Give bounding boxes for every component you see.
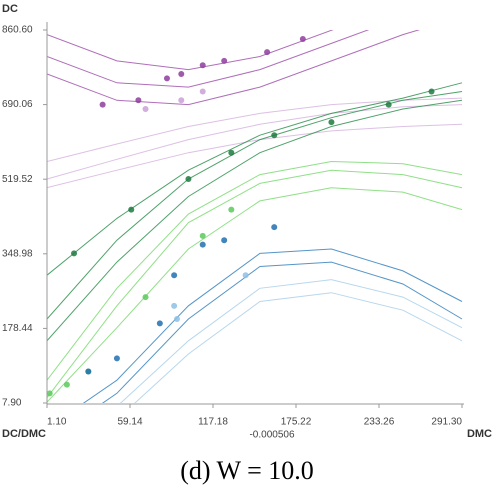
curve <box>47 30 421 106</box>
x-tick-label: 1.10 <box>47 417 67 428</box>
curve <box>47 187 463 403</box>
point <box>221 237 228 244</box>
x-tick-label: 291.30 <box>431 417 462 428</box>
point <box>271 224 278 231</box>
point <box>142 106 149 113</box>
point <box>271 132 278 139</box>
curve <box>47 160 463 381</box>
point <box>63 381 70 388</box>
point <box>135 97 142 104</box>
point <box>178 71 185 78</box>
curve <box>119 279 463 403</box>
curve <box>101 261 463 403</box>
curve <box>134 292 463 403</box>
point <box>113 355 120 362</box>
point <box>428 88 435 95</box>
point <box>85 368 92 375</box>
point <box>199 62 206 69</box>
y-tick-label: 348.98 <box>2 248 33 259</box>
y-axis-label: DC <box>2 3 18 15</box>
point <box>171 302 178 309</box>
curve <box>47 91 463 320</box>
y-tick-label: 178.44 <box>2 323 33 334</box>
x-tick-label: 117.18 <box>198 417 228 428</box>
point <box>328 119 335 126</box>
point <box>47 390 53 397</box>
point <box>178 97 185 104</box>
curve <box>47 30 334 71</box>
curve <box>47 169 463 399</box>
x-tick-label: 59.14 <box>117 417 142 428</box>
x-axis-label: DMC <box>467 428 492 440</box>
point <box>163 75 170 82</box>
point <box>199 241 206 248</box>
y-tick-label: 860.60 <box>2 25 33 36</box>
point <box>242 272 249 279</box>
point <box>173 315 180 322</box>
point <box>228 149 235 156</box>
curve <box>47 104 463 180</box>
plot-area <box>47 30 463 403</box>
x-tick-label: 175.22 <box>281 417 312 428</box>
point <box>385 101 392 108</box>
x-note: -0.000506 <box>249 430 294 441</box>
point <box>199 232 206 239</box>
point <box>171 272 178 279</box>
curve <box>47 82 463 276</box>
point <box>221 57 228 64</box>
y-tick-label: 7.90 <box>2 398 22 409</box>
curve <box>47 99 463 342</box>
point <box>142 294 149 301</box>
curve <box>82 248 463 403</box>
point <box>156 320 163 327</box>
y-tick-label: 690.06 <box>2 99 33 110</box>
point <box>99 101 106 108</box>
curve <box>47 30 370 88</box>
x-tick-label: 233.26 <box>364 417 395 428</box>
point <box>299 36 306 43</box>
x-corner-label: DC/DMC <box>2 428 46 440</box>
point <box>264 49 271 56</box>
point <box>71 250 78 257</box>
point <box>128 206 135 213</box>
point <box>228 206 235 213</box>
caption: (d) W = 10.0 <box>180 456 314 485</box>
point <box>185 175 192 182</box>
curve <box>47 97 463 162</box>
y-tick-label: 519.52 <box>2 174 33 185</box>
point <box>199 88 206 95</box>
